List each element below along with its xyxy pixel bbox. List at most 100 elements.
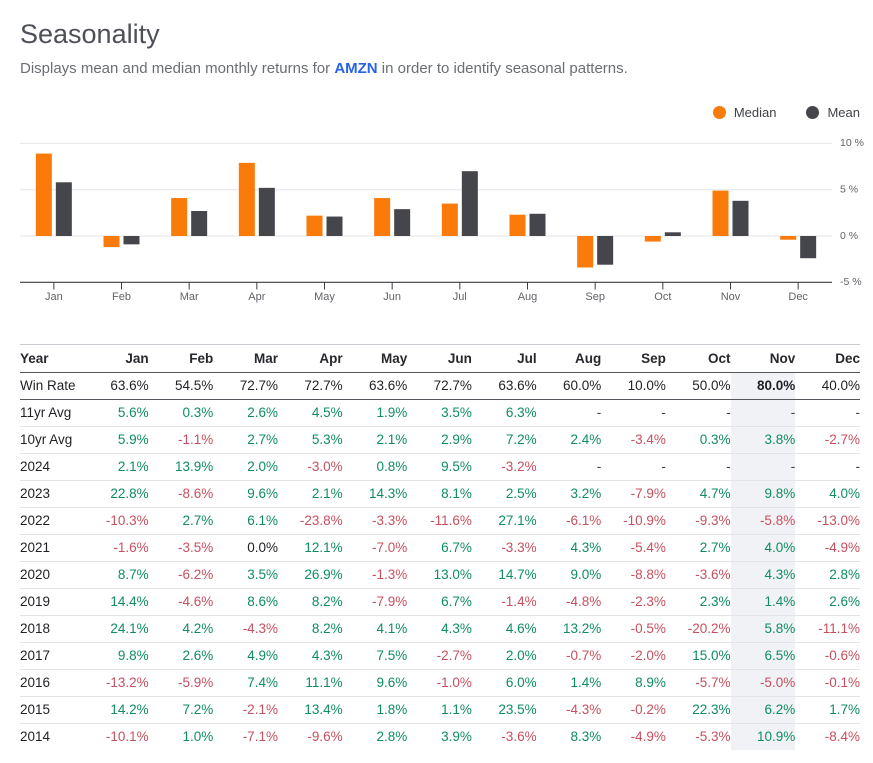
median-swatch-icon: [712, 105, 726, 119]
y-axis-tick-label: 5 %: [840, 184, 858, 196]
legend-item-median[interactable]: Median: [712, 105, 776, 120]
mean-swatch-icon: [806, 105, 820, 119]
cell-2023-may: 14.3%: [369, 486, 408, 502]
bar-mean-dec[interactable]: [800, 236, 817, 259]
bar-median-oct[interactable]: [644, 236, 661, 242]
x-axis-label-dec: Dec: [788, 291, 808, 303]
cell-2019-nov: 1.4%: [730, 588, 796, 616]
subtitle-text-before: Displays mean and median monthly returns…: [20, 60, 335, 78]
cell-2024-nov: -: [730, 453, 796, 481]
bar-mean-sep[interactable]: [597, 236, 614, 265]
cell-2015-aug: -4.3%: [565, 702, 602, 718]
bar-median-dec[interactable]: [780, 236, 797, 240]
cell-2018-jul: 4.6%: [505, 621, 537, 637]
col-header-nov: Nov: [730, 344, 796, 374]
cell-2021-dec: -4.9%: [824, 540, 860, 556]
bar-median-apr[interactable]: [238, 162, 255, 237]
cell-2023-feb: -8.6%: [178, 486, 214, 502]
cell-2018-feb: 4.2%: [182, 621, 214, 637]
cell-2016-sep: 8.9%: [635, 675, 666, 691]
col-header-dec: Dec: [795, 344, 860, 374]
table-row-2021: 2021 -1.6% -3.5% 0.0% 12.1% -7.0% 6.7% -3.3% 4.3…: [20, 534, 860, 562]
cell-2018-apr: 8.2%: [311, 621, 343, 637]
bar-mean-jan[interactable]: [55, 182, 72, 237]
cell-2022-aug: -6.1%: [565, 513, 602, 529]
cell-10yr-avg-dec: -2.7%: [824, 432, 860, 448]
cell-2022-nov: -5.8%: [730, 507, 796, 535]
cell-2022-apr: -23.8%: [299, 513, 343, 529]
cell-2019-mar: 8.6%: [247, 594, 278, 610]
cell-2023-jun: 8.1%: [441, 486, 472, 502]
cell-11yr-avg-may: 1.9%: [376, 405, 408, 421]
cell-2023-aug: 3.2%: [570, 486, 602, 502]
bar-mean-nov[interactable]: [732, 200, 749, 237]
cell-10yr-avg-may: 2.1%: [376, 432, 408, 448]
cell-2015-oct: 22.3%: [692, 702, 731, 718]
cell-win-rate-dec: 40.0%: [821, 378, 860, 394]
cell-2014-apr: -9.6%: [307, 729, 343, 745]
cell-2014-may: 2.8%: [376, 729, 408, 745]
bar-median-mar[interactable]: [171, 198, 188, 237]
cell-2017-jul: 2.0%: [505, 648, 537, 664]
x-axis-label-mar: Mar: [180, 291, 199, 303]
cell-2019-sep: -2.3%: [630, 594, 666, 610]
y-axis-tick-label: 10 %: [840, 137, 864, 149]
cell-2015-apr: 13.4%: [304, 702, 343, 718]
col-header-aug: Aug: [536, 344, 602, 374]
cell-2023-oct: 4.7%: [699, 486, 731, 502]
cell-2022-oct: -9.3%: [695, 513, 731, 529]
bar-median-feb[interactable]: [103, 236, 120, 248]
cell-2024-feb: 13.9%: [175, 459, 214, 475]
bar-mean-jun[interactable]: [394, 209, 411, 237]
cell-2014-jan: -10.1%: [105, 729, 149, 745]
cell-2019-dec: 2.6%: [829, 594, 860, 610]
bar-median-jan[interactable]: [35, 153, 52, 237]
col-header-may: May: [342, 344, 408, 374]
cell-11yr-avg-jun: 3.5%: [441, 405, 472, 421]
bar-median-sep[interactable]: [577, 236, 594, 268]
bar-median-jul[interactable]: [441, 203, 458, 237]
cell-2024-apr: -3.0%: [307, 459, 343, 475]
legend-item-mean[interactable]: Mean: [806, 105, 860, 120]
bar-median-may[interactable]: [306, 215, 323, 237]
cell-10yr-avg-sep: -3.4%: [630, 432, 666, 448]
bar-mean-may[interactable]: [326, 216, 343, 237]
cell-2019-apr: 8.2%: [311, 594, 343, 610]
ticker-link[interactable]: AMZN: [334, 60, 378, 78]
cell-2018-jun: 4.3%: [441, 621, 472, 637]
cell-2015-jul: 23.5%: [498, 702, 537, 718]
cell-2016-feb: -5.9%: [178, 675, 214, 691]
bar-mean-aug[interactable]: [529, 213, 546, 237]
bar-mean-mar[interactable]: [191, 211, 208, 237]
cell-2024-jun: 9.5%: [441, 459, 472, 475]
cell-11yr-avg-mar: 2.6%: [247, 405, 278, 421]
bar-median-nov[interactable]: [712, 190, 729, 237]
x-axis-label-apr: Apr: [248, 291, 265, 303]
seasonality-table: Year Jan Feb Mar Apr May Jun Jul Aug Sep Oct Nov Dec…: [20, 344, 860, 751]
col-header-year: Year: [20, 344, 84, 374]
cell-2017-oct: 15.0%: [692, 648, 731, 664]
cell-2014-mar: -7.1%: [242, 729, 278, 745]
cell-win-rate-sep: 10.0%: [627, 378, 666, 394]
cell-2016-jun: -1.0%: [436, 675, 472, 691]
cell-2018-jan: 24.1%: [110, 621, 149, 637]
cell-2022-feb: 2.7%: [182, 513, 214, 529]
cell-2017-may: 7.5%: [376, 648, 408, 664]
row-label-2015: 2015: [20, 702, 51, 718]
cell-2019-jul: -1.4%: [501, 594, 537, 610]
row-label-2014: 2014: [20, 729, 51, 745]
cell-2024-oct: -: [726, 459, 731, 475]
cell-2014-dec: -8.4%: [824, 729, 860, 745]
bar-mean-jul[interactable]: [461, 171, 478, 237]
col-header-feb: Feb: [148, 344, 214, 374]
x-axis-label-feb: Feb: [112, 291, 131, 303]
bar-mean-oct[interactable]: [664, 232, 681, 237]
bar-mean-feb[interactable]: [123, 236, 140, 245]
bar-mean-apr[interactable]: [258, 187, 275, 237]
bar-median-jun[interactable]: [374, 198, 391, 237]
bar-median-aug[interactable]: [509, 214, 526, 237]
cell-2020-nov: 4.3%: [730, 561, 796, 589]
cell-win-rate-oct: 50.0%: [692, 378, 731, 394]
col-header-sep: Sep: [601, 344, 666, 374]
cell-10yr-avg-feb: -1.1%: [178, 432, 214, 448]
